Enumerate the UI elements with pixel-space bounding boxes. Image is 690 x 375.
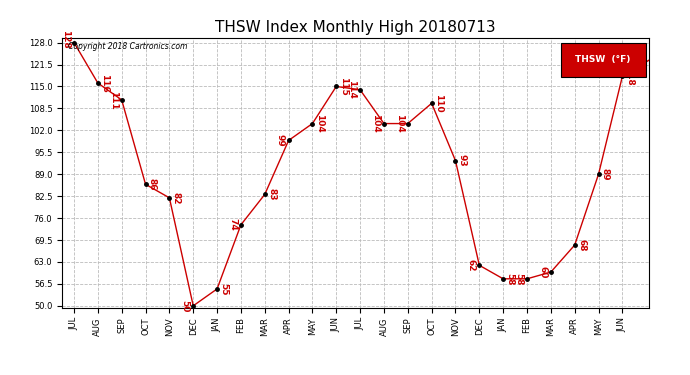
Text: 60: 60: [538, 266, 547, 278]
Text: THSW  (°F): THSW (°F): [575, 55, 631, 64]
Text: 111: 111: [109, 91, 118, 110]
Text: 62: 62: [466, 259, 475, 272]
Text: 110: 110: [434, 94, 443, 112]
Text: 116: 116: [100, 74, 109, 93]
Text: 86: 86: [148, 178, 157, 190]
Text: 128: 128: [61, 30, 70, 49]
Text: 93: 93: [458, 154, 467, 167]
Text: 74: 74: [228, 218, 237, 231]
Text: 68: 68: [577, 239, 586, 251]
Text: 82: 82: [172, 192, 181, 204]
Text: 114: 114: [347, 80, 356, 99]
Text: 83: 83: [267, 188, 276, 201]
Text: 50: 50: [180, 300, 189, 312]
Text: 104: 104: [395, 114, 404, 133]
Text: 89: 89: [601, 168, 610, 180]
Text: 124: 124: [0, 374, 1, 375]
Text: 55: 55: [219, 283, 228, 295]
Text: 58: 58: [506, 273, 515, 285]
Text: 104: 104: [315, 114, 324, 133]
Title: THSW Index Monthly High 20180713: THSW Index Monthly High 20180713: [215, 20, 495, 35]
Text: 115: 115: [339, 77, 348, 96]
Text: 104: 104: [371, 114, 380, 133]
Text: 118: 118: [625, 67, 634, 86]
FancyBboxPatch shape: [560, 43, 646, 76]
Text: 58: 58: [514, 273, 523, 285]
Text: 99: 99: [276, 134, 285, 147]
Text: Copyright 2018 Cartronics.com: Copyright 2018 Cartronics.com: [68, 42, 188, 51]
